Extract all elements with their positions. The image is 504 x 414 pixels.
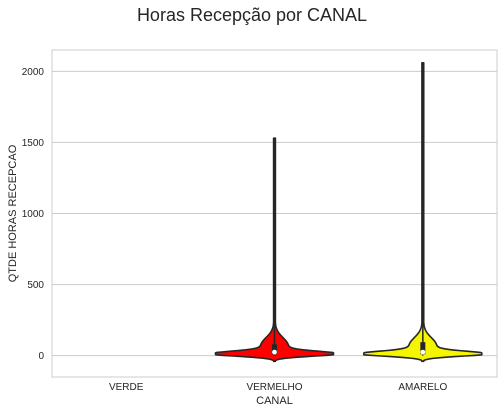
x-axis-label: CANAL xyxy=(256,395,293,407)
x-tick-label: VERDE xyxy=(109,382,144,393)
y-axis-label: QTDE HORAS RECEPCAO xyxy=(7,144,19,282)
y-tick-label: 500 xyxy=(27,280,44,291)
y-tick-label: 1500 xyxy=(22,138,45,149)
x-tick-label: AMARELO xyxy=(398,382,447,393)
y-axis-ticks: 0 500 1000 1500 2000 xyxy=(22,67,45,362)
y-tick-label: 1000 xyxy=(22,209,45,220)
x-tick-label: VERMELHO xyxy=(246,382,302,393)
median-marker xyxy=(420,350,425,355)
median-marker xyxy=(272,350,277,355)
y-tick-label: 2000 xyxy=(22,67,45,78)
x-axis-ticks: VERDE VERMELHO AMARELO xyxy=(109,382,448,393)
y-tick-label: 0 xyxy=(38,351,44,362)
